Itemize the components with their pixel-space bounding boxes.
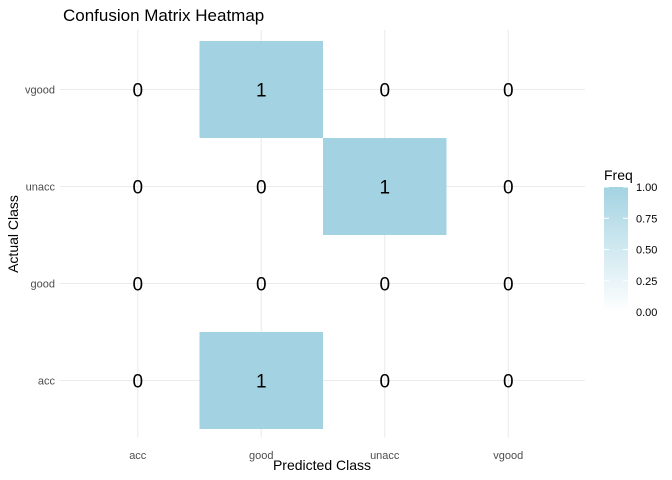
- cell-value-acc-unacc: 0: [379, 372, 390, 393]
- legend-tick-label: 0.50: [636, 245, 657, 257]
- cell-value-vgood-good: 1: [256, 81, 267, 102]
- y-tick-label-good: good: [31, 279, 55, 291]
- cell-value-acc-acc: 0: [132, 372, 143, 393]
- legend-title: Freq: [604, 167, 633, 183]
- chart-title: Confusion Matrix Heatmap: [63, 6, 264, 25]
- y-tick-label-acc: acc: [38, 376, 56, 388]
- cell-value-unacc-good: 0: [256, 178, 267, 199]
- heatmap-cell-vgood-good: [199, 41, 323, 138]
- cell-value-unacc-vgood: 0: [503, 178, 514, 199]
- color-legend: Freq 0.00 0.25 0.50 0.75 1.00: [604, 167, 657, 319]
- x-tick-label-vgood: vgood: [493, 450, 523, 462]
- x-tick-label-good: good: [249, 450, 273, 462]
- legend-tick-label: 0.25: [636, 276, 657, 288]
- heatmap-cell-acc-good: [199, 332, 323, 429]
- x-tick-label-unacc: unacc: [370, 450, 400, 462]
- legend-ticks: 0.00 0.25 0.50 0.75 1.00: [604, 182, 657, 319]
- cell-labels: 0 1 0 0 0 0 1 0 0 0 0 0 0 1 0 0: [132, 81, 513, 393]
- cell-value-good-acc: 0: [132, 275, 143, 296]
- x-tick-label-acc: acc: [129, 450, 147, 462]
- legend-tick-label: 0.75: [636, 213, 657, 225]
- cell-value-unacc-unacc: 1: [379, 178, 390, 199]
- y-axis-ticks: acc good unacc vgood: [25, 85, 55, 388]
- cell-value-vgood-acc: 0: [132, 81, 143, 102]
- x-axis-ticks: acc good unacc vgood: [129, 450, 523, 462]
- y-axis-title: Actual Class: [5, 195, 21, 273]
- legend-tick-label: 1.00: [636, 182, 657, 194]
- x-axis-title: Predicted Class: [273, 457, 371, 473]
- cell-value-good-unacc: 0: [379, 275, 390, 296]
- y-tick-label-unacc: unacc: [26, 182, 56, 194]
- cell-value-unacc-acc: 0: [132, 178, 143, 199]
- cell-value-acc-vgood: 0: [503, 372, 514, 393]
- legend-tick-label: 0.00: [636, 307, 657, 319]
- cell-value-acc-good: 1: [256, 372, 267, 393]
- cell-value-vgood-vgood: 0: [503, 81, 514, 102]
- cell-value-vgood-unacc: 0: [379, 81, 390, 102]
- y-tick-label-vgood: vgood: [25, 85, 55, 97]
- heatmap-cell-unacc-unacc: [323, 138, 447, 235]
- cell-value-good-vgood: 0: [503, 275, 514, 296]
- heatmap-cells: [199, 41, 447, 429]
- cell-value-good-good: 0: [256, 275, 267, 296]
